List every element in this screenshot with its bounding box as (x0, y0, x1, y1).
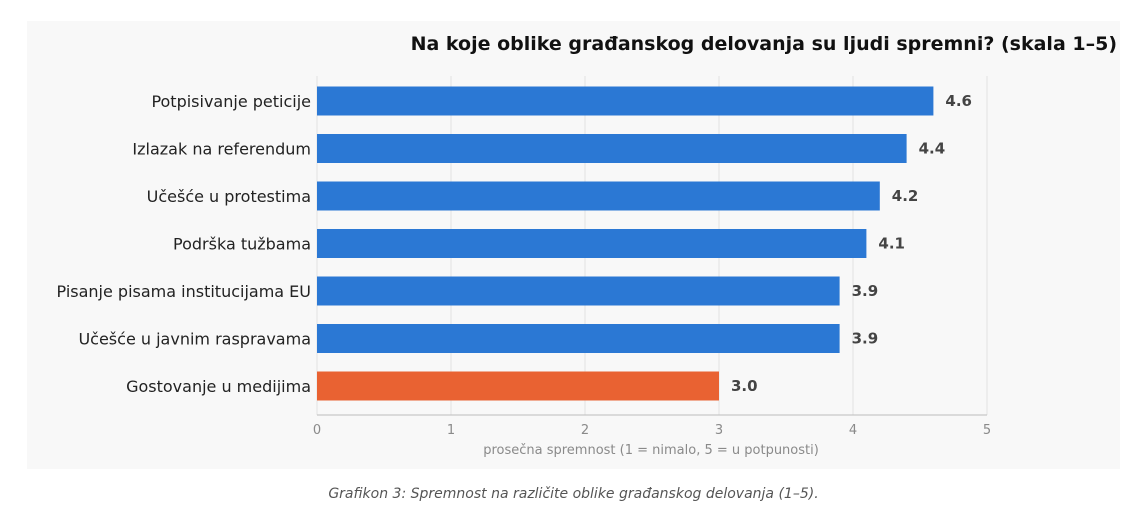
x-tick-label: 3 (715, 423, 723, 438)
x-axis: 0 1 2 3 4 5 (313, 414, 991, 438)
value-label: 4.4 (919, 140, 946, 158)
x-tick-label: 5 (983, 423, 991, 438)
bar (317, 134, 907, 163)
chart-title: Na koje oblike građanskog delovanja su l… (411, 33, 1117, 55)
x-tick-label: 0 (313, 423, 321, 438)
x-tick-label: 1 (447, 423, 455, 438)
category-label: Gostovanje u medijima (126, 377, 311, 396)
category-label: Podrška tužbama (173, 235, 311, 254)
chart-figure: Na koje oblike građanskog delovanja su l… (27, 21, 1120, 469)
bar (317, 181, 880, 211)
value-labels: 4.6 4.4 4.2 4.1 3.9 3.9 3.0 (731, 92, 972, 395)
bar (317, 371, 719, 401)
bar-chart: Na koje oblike građanskog delovanja su l… (57, 33, 1117, 458)
bar (317, 324, 840, 353)
x-axis-title: prosečna spremnost (1 = nimalo, 5 = u po… (483, 443, 819, 458)
bars (317, 86, 934, 401)
value-label: 3.0 (731, 377, 758, 395)
category-label: Učešće u javnim raspravama (78, 330, 311, 349)
category-label: Učešće u protestima (147, 187, 311, 206)
category-label: Pisanje pisama institucijama EU (57, 282, 311, 301)
value-label: 4.6 (945, 92, 972, 110)
x-tick-label: 4 (849, 423, 857, 438)
category-labels: Potpisivanje peticije Izlazak na referend… (57, 92, 311, 396)
category-label: Potpisivanje peticije (151, 92, 311, 111)
figure-caption: Grafikon 3: Spremnost na različite oblik… (328, 486, 819, 502)
value-label: 4.1 (878, 235, 905, 253)
x-tick-label: 2 (581, 423, 589, 438)
bar (317, 86, 934, 116)
bar (317, 229, 867, 258)
category-label: Izlazak na referendum (132, 140, 311, 159)
bar (317, 276, 840, 306)
value-label: 3.9 (852, 282, 879, 300)
value-label: 3.9 (852, 330, 879, 348)
value-label: 4.2 (892, 187, 919, 205)
